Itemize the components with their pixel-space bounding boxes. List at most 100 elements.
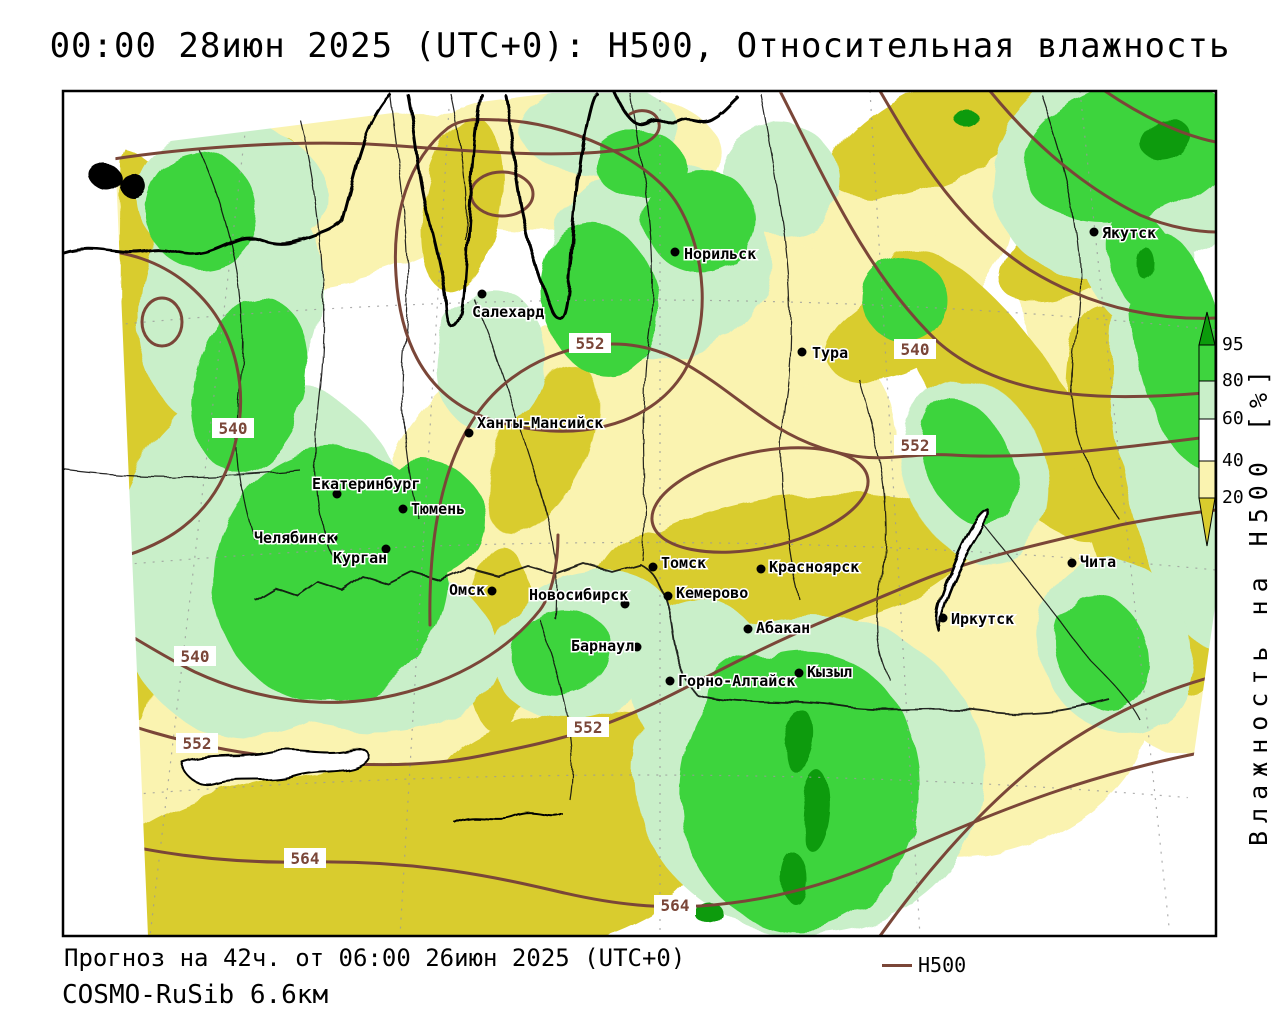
city-label: Тура bbox=[812, 344, 848, 362]
city-label: Курган bbox=[333, 549, 387, 567]
colorbar-tick-20: 20 bbox=[1222, 487, 1244, 508]
city-label: Тюмень bbox=[411, 500, 465, 518]
city-marker: Кемерово bbox=[663, 583, 750, 604]
colorbar-title: Влажность на H500 [%] bbox=[1244, 361, 1273, 846]
city-label: Салехард bbox=[472, 303, 544, 321]
svg-text:552: 552 bbox=[574, 718, 603, 737]
city-marker: Челябинск bbox=[253, 528, 338, 549]
map-frame-border bbox=[61, 89, 1218, 938]
city-marker: Тура bbox=[797, 343, 850, 364]
city-label: Иркутск bbox=[951, 610, 1014, 628]
humidity-field bbox=[115, 91, 1216, 936]
city-marker: Норильск bbox=[670, 244, 758, 265]
h500-legend-label: H500 bbox=[918, 953, 967, 977]
city-dot bbox=[487, 586, 497, 596]
svg-text:540: 540 bbox=[901, 340, 930, 359]
contour-label: 540 bbox=[212, 418, 254, 438]
city-dot bbox=[332, 489, 342, 499]
graticule bbox=[115, 91, 1216, 936]
colorbar bbox=[1198, 311, 1216, 547]
svg-text:540: 540 bbox=[181, 647, 210, 666]
city-label: Кемерово bbox=[676, 584, 748, 602]
coastlines bbox=[61, 91, 989, 823]
city-marker: Екатеринбург bbox=[311, 474, 422, 499]
svg-text:552: 552 bbox=[183, 734, 212, 753]
city-marker: Горно-Алтайск bbox=[665, 671, 797, 692]
city-dot bbox=[464, 428, 474, 438]
city-label: Чита bbox=[1080, 553, 1116, 571]
city-dot bbox=[381, 544, 391, 554]
city-marker: Томск bbox=[648, 553, 708, 574]
city-label: Новосибирск bbox=[529, 586, 628, 604]
contour-label: 552 bbox=[894, 435, 936, 455]
model-info: COSMO-RuSib 6.6км bbox=[62, 980, 329, 1010]
contour-label: 540 bbox=[894, 339, 936, 359]
city-dot bbox=[663, 591, 673, 601]
city-dot bbox=[665, 676, 675, 686]
svg-text:564: 564 bbox=[661, 896, 690, 915]
contour-label: 552 bbox=[567, 717, 609, 737]
city-marker: Омск bbox=[448, 580, 497, 601]
city-label: Екатеринбург bbox=[312, 475, 420, 493]
city-dot bbox=[648, 562, 658, 572]
svg-text:540: 540 bbox=[219, 419, 248, 438]
city-marker: Новосибирск bbox=[528, 585, 630, 609]
svg-text:564: 564 bbox=[291, 849, 320, 868]
city-marker: Абакан bbox=[743, 618, 812, 639]
city-marker: Барнаул bbox=[570, 636, 642, 657]
city-dot bbox=[620, 599, 630, 609]
contour-label: 564 bbox=[654, 895, 696, 915]
city-label: Норильск bbox=[684, 245, 756, 263]
svg-text:552: 552 bbox=[901, 436, 930, 455]
city-marker: Кызыл bbox=[794, 662, 854, 683]
h500-legend-line bbox=[882, 964, 912, 967]
city-label: Барнаул bbox=[571, 637, 634, 655]
contour-label: 552 bbox=[176, 733, 218, 753]
contour-label: 540 bbox=[174, 646, 216, 666]
city-marker: Красноярск bbox=[756, 557, 861, 578]
city-dot bbox=[1089, 227, 1099, 237]
city-dot bbox=[794, 668, 804, 678]
city-dot bbox=[670, 247, 680, 257]
city-dot bbox=[1067, 558, 1077, 568]
contour-label: 552 bbox=[569, 333, 611, 353]
city-label: Томск bbox=[661, 554, 706, 572]
contour-label: 564 bbox=[284, 848, 326, 868]
city-label: Абакан bbox=[756, 619, 810, 637]
city-layer: Норильск Салехард Тура Якутск Ханты-Мансийск… bbox=[253, 223, 1158, 692]
city-label: Якутск bbox=[1102, 224, 1156, 242]
city-marker: Иркутск bbox=[938, 609, 1016, 630]
city-marker: Ханты-Мансийск bbox=[464, 413, 605, 438]
city-label: Горно-Алтайск bbox=[678, 672, 795, 690]
admin-borders bbox=[62, 92, 1141, 801]
page-title: 00:00 28июн 2025 (UTC+0): H500, Относите… bbox=[49, 26, 1231, 66]
colorbar-tick-95: 95 bbox=[1222, 334, 1244, 355]
svg-text:552: 552 bbox=[576, 334, 605, 353]
city-dot bbox=[743, 624, 753, 634]
city-marker: Тюмень bbox=[398, 499, 467, 520]
city-label: Ханты-Мансийск bbox=[477, 414, 603, 432]
city-dot bbox=[398, 504, 408, 514]
city-label: Челябинск bbox=[254, 529, 335, 547]
city-marker: Курган bbox=[332, 544, 391, 569]
colorbar-tick-40: 40 bbox=[1222, 450, 1244, 471]
city-dot bbox=[756, 564, 766, 574]
city-dot bbox=[797, 347, 807, 357]
city-label: Омск bbox=[449, 581, 485, 599]
city-label: Кызыл bbox=[807, 663, 852, 681]
city-dot bbox=[477, 289, 487, 299]
city-dot bbox=[328, 533, 338, 543]
contour-label-layer: 552 540 552 540 540 552 552 564 564 bbox=[174, 333, 936, 915]
forecast-info: Прогноз на 42ч. от 06:00 26июн 2025 (UTC… bbox=[64, 944, 686, 972]
colorbar-tick-60: 60 bbox=[1222, 408, 1244, 429]
city-label: Красноярск bbox=[769, 558, 859, 576]
city-marker: Якутск bbox=[1089, 223, 1158, 244]
city-dot bbox=[938, 613, 948, 623]
city-marker: Салехард bbox=[471, 289, 546, 323]
colorbar-tick-80: 80 bbox=[1222, 370, 1244, 391]
city-dot bbox=[632, 642, 642, 652]
city-marker: Чита bbox=[1067, 552, 1118, 573]
